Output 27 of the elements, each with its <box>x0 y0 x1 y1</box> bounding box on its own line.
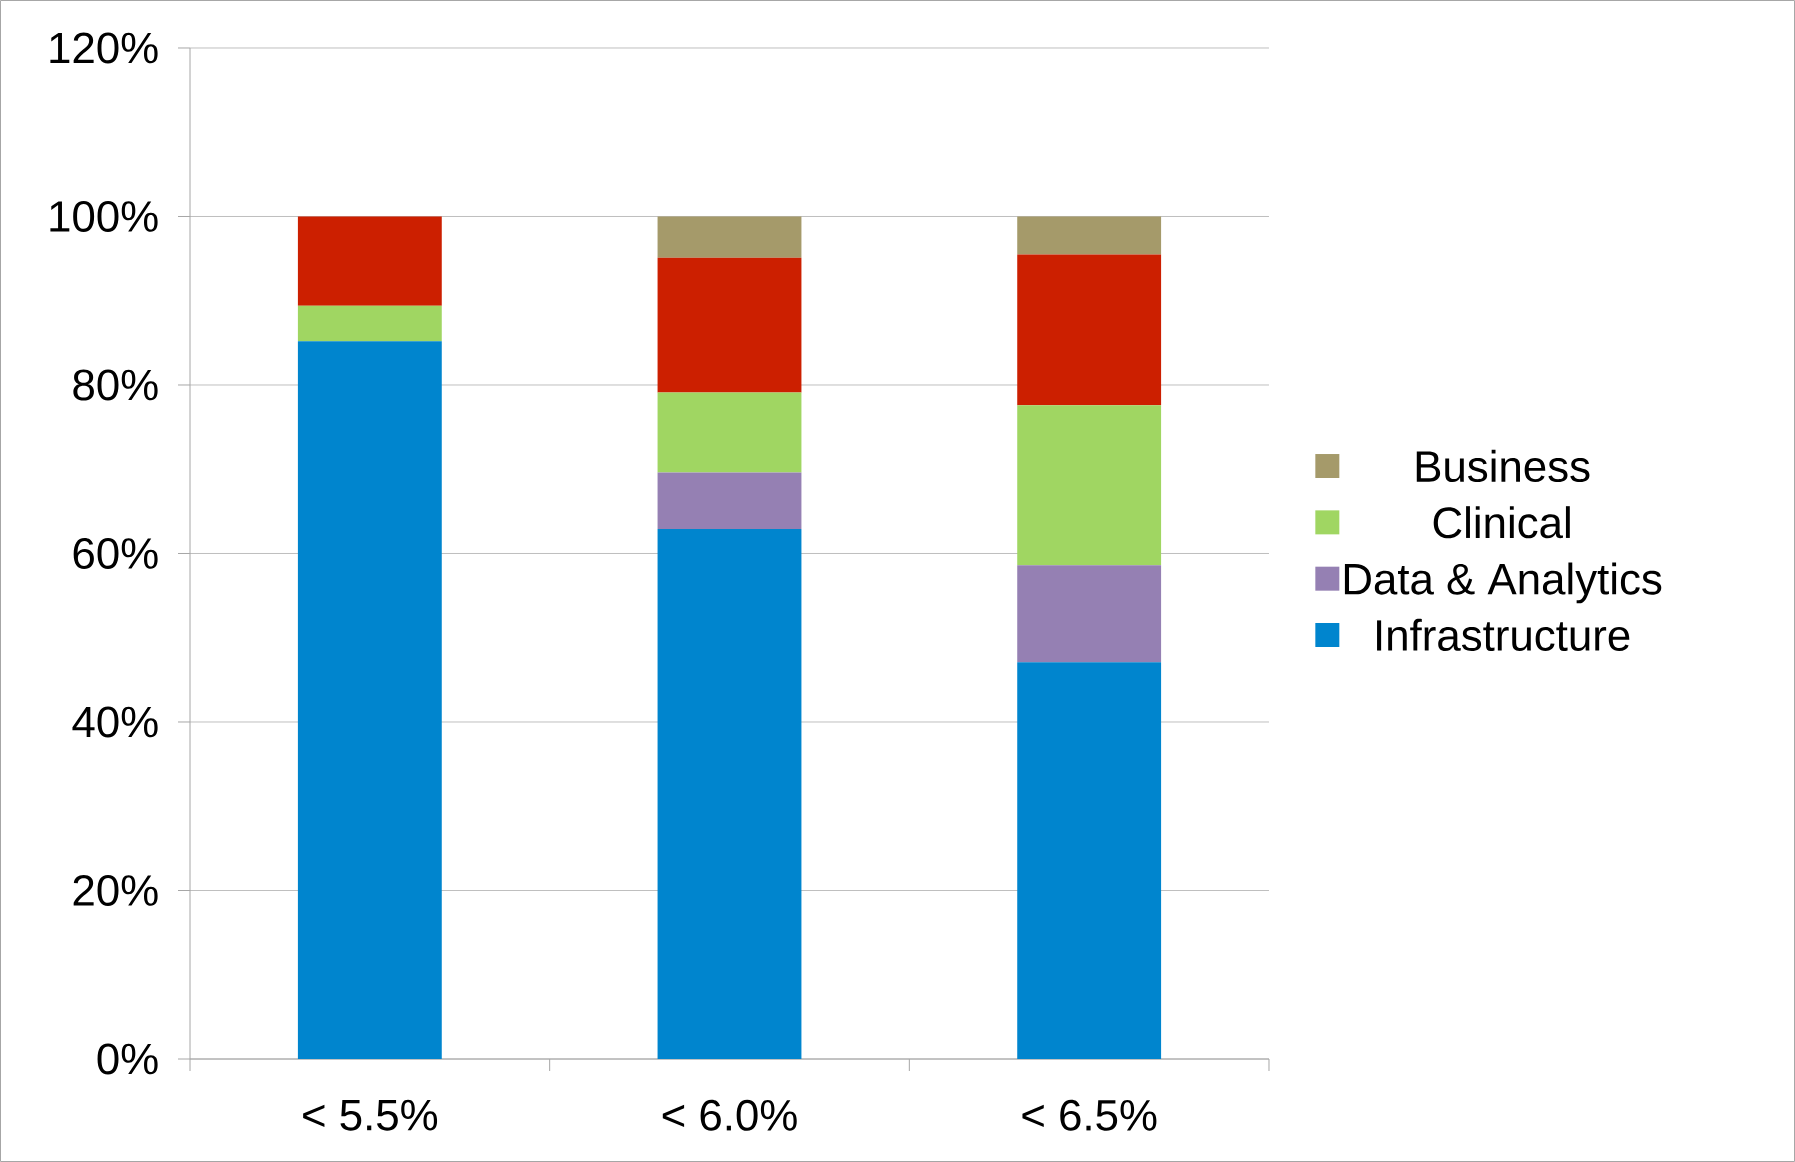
bar <box>657 216 802 258</box>
bar <box>1017 216 1162 255</box>
x-tick-label: < 6.5% <box>1022 1099 1157 1131</box>
legend-label: Infrastructure <box>1377 618 1630 651</box>
y-tick-label: 80% <box>73 369 158 401</box>
y-tick-label: 100% <box>50 200 158 232</box>
x-tick-label: < 6.0% <box>662 1099 797 1131</box>
y-tick-label: 120% <box>50 32 158 64</box>
bar <box>1017 254 1162 406</box>
y-tick-label: 60% <box>73 537 158 570</box>
bar <box>1017 405 1162 566</box>
legend-label: Data & Analytics <box>1344 562 1662 604</box>
bar <box>657 392 802 473</box>
y-tick-label: 20% <box>73 874 158 907</box>
legend-label: Business <box>1416 449 1590 483</box>
bar <box>297 341 442 1059</box>
bar <box>657 529 802 1059</box>
bar <box>1017 662 1162 1059</box>
bar <box>297 305 442 342</box>
bar <box>297 216 442 306</box>
bar <box>657 257 802 393</box>
legend-label: Clinical <box>1433 506 1570 539</box>
x-tick-label: < 5.5% <box>303 1099 438 1131</box>
y-tick-label: 0% <box>97 1043 158 1075</box>
bar <box>1017 565 1162 663</box>
bar <box>657 472 802 530</box>
y-tick-label: 40% <box>72 706 158 738</box>
